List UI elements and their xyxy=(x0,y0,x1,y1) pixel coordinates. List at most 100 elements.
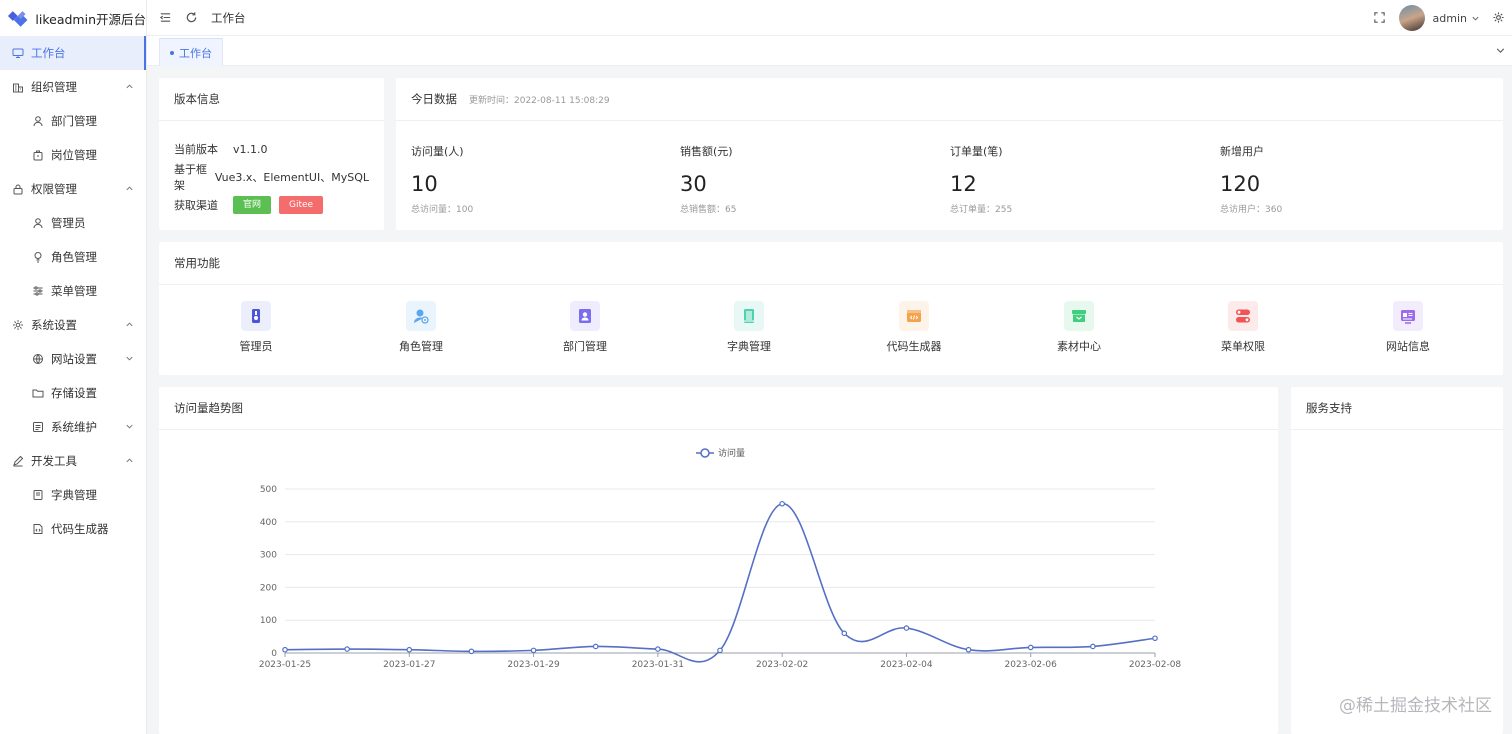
logo[interactable]: likeadmin开源后台 xyxy=(0,0,146,36)
user-icon xyxy=(32,217,44,229)
tabs-bar: 工作台 xyxy=(147,36,1512,66)
chevron-up-icon[interactable] xyxy=(125,320,134,329)
sidebar-item-10[interactable]: 存储设置 xyxy=(0,376,146,410)
sidebar-item-1[interactable]: 组织管理 xyxy=(0,70,146,104)
official-site-button[interactable]: 官网 xyxy=(233,196,272,214)
data-point[interactable] xyxy=(965,646,972,653)
data-point[interactable] xyxy=(1027,644,1034,651)
function-4[interactable]: 代码生成器 xyxy=(869,301,959,354)
x-tick-label: 2023-02-02 xyxy=(756,660,808,670)
data-point[interactable] xyxy=(468,648,475,655)
logo-icon xyxy=(7,11,28,27)
data-point[interactable] xyxy=(717,647,723,654)
pen-icon xyxy=(12,455,24,467)
function-6[interactable]: 菜单权限 xyxy=(1198,301,1288,354)
data-point[interactable] xyxy=(282,646,288,653)
user-dropdown-chevron-icon[interactable] xyxy=(1471,14,1480,23)
data-point[interactable] xyxy=(406,646,413,653)
sidebar-item-4[interactable]: 权限管理 xyxy=(0,172,146,206)
function-5[interactable]: 素材中心 xyxy=(1034,301,1124,354)
function-1[interactable]: 角色管理 xyxy=(376,301,466,354)
sidebar-item-9[interactable]: 网站设置 xyxy=(0,342,146,376)
function-label: 管理员 xyxy=(239,340,273,353)
stat-0: 访问量(人) 10 总访问量：100 xyxy=(411,143,473,215)
sidebar-item-12[interactable]: 开发工具 xyxy=(0,444,146,478)
data-point[interactable] xyxy=(1152,635,1158,642)
avatar[interactable] xyxy=(1398,5,1425,31)
y-tick-label: 0 xyxy=(271,649,277,659)
data-point[interactable] xyxy=(344,646,350,652)
username[interactable]: admin xyxy=(1432,11,1467,25)
fullscreen-icon[interactable] xyxy=(1373,11,1387,25)
chevron-down-icon[interactable] xyxy=(125,354,134,363)
update-time: 更新时间：2022-08-11 15:08:29 xyxy=(469,95,610,106)
stat-label: 销售额(元) xyxy=(680,145,733,158)
channel-label: 获取渠道 xyxy=(174,199,218,212)
tab-label: 工作台 xyxy=(179,46,212,60)
data-point[interactable] xyxy=(903,625,910,631)
x-tick-label: 2023-01-29 xyxy=(507,660,560,670)
function-label: 菜单权限 xyxy=(1221,340,1265,353)
data-point[interactable] xyxy=(779,500,785,507)
tabs-dropdown-chevron-icon[interactable] xyxy=(1495,45,1506,56)
stat-total: 总订单量：255 xyxy=(950,205,1013,215)
data-point[interactable] xyxy=(530,647,537,654)
x-tick-label: 2023-01-27 xyxy=(383,660,435,670)
sidebar-item-5[interactable]: 管理员 xyxy=(0,206,146,240)
legend-label[interactable]: 访问量 xyxy=(718,447,745,459)
sidebar-item-6[interactable]: 角色管理 xyxy=(0,240,146,274)
service-support-card: 服务支持 xyxy=(1291,387,1503,734)
refresh-icon[interactable] xyxy=(185,11,199,25)
sidebar-item-7[interactable]: 菜单管理 xyxy=(0,274,146,308)
x-tick-label: 2023-01-25 xyxy=(259,660,311,670)
function-0[interactable]: 管理员 xyxy=(211,301,301,354)
function-3[interactable]: 字典管理 xyxy=(704,301,794,354)
tab-workbench[interactable]: 工作台 xyxy=(159,38,223,66)
today-data-title: 今日数据 xyxy=(411,92,457,106)
sidebar-item-label: 字典管理 xyxy=(51,488,97,502)
sidebar-item-label: 岗位管理 xyxy=(51,148,97,162)
user-icon xyxy=(32,115,44,127)
data-point[interactable] xyxy=(1090,643,1096,650)
settings-gear-icon[interactable] xyxy=(1492,11,1506,25)
version-label: 当前版本 xyxy=(174,143,218,156)
sidebar-item-14[interactable]: 代码生成器 xyxy=(0,512,146,546)
gitee-button[interactable]: Gitee xyxy=(279,196,324,214)
sidebar-item-13[interactable]: 字典管理 xyxy=(0,478,146,512)
x-tick-label: 2023-01-31 xyxy=(632,660,684,670)
sidebar-item-11[interactable]: 系统维护 xyxy=(0,410,146,444)
sidebar-item-label: 存储设置 xyxy=(51,386,97,400)
today-data-header: 今日数据 更新时间：2022-08-11 15:08:29 xyxy=(396,78,1503,121)
function-2[interactable]: 部门管理 xyxy=(540,301,630,354)
chevron-down-icon[interactable] xyxy=(125,422,134,431)
version-card-title: 版本信息 xyxy=(159,78,384,121)
stat-3: 新增用户 120 总访用户：360 xyxy=(1220,143,1282,215)
sidebar-item-0[interactable]: 工作台 xyxy=(0,36,146,70)
sidebar-item-8[interactable]: 系统设置 xyxy=(0,308,146,342)
stat-total: 总访问量：100 xyxy=(411,205,474,215)
function-label: 部门管理 xyxy=(563,340,607,353)
version-card: 版本信息 当前版本 v1.1.0 基于框架 Vue3.x、ElementUI、M… xyxy=(159,78,384,230)
trend-chart-title: 访问量趋势图 xyxy=(159,387,1278,430)
code-file-icon xyxy=(32,523,44,535)
data-point[interactable] xyxy=(592,643,599,650)
collapse-menu-icon[interactable] xyxy=(159,11,173,25)
sidebar-item-3[interactable]: 岗位管理 xyxy=(0,138,146,172)
chevron-up-icon[interactable] xyxy=(125,184,134,193)
sidebar-item-label: 代码生成器 xyxy=(51,522,109,536)
chevron-up-icon[interactable] xyxy=(125,82,134,91)
stat-label: 新增用户 xyxy=(1220,145,1264,158)
data-point[interactable] xyxy=(841,630,848,637)
sidebar-item-2[interactable]: 部门管理 xyxy=(0,104,146,138)
function-7[interactable]: 网站信息 xyxy=(1363,301,1453,354)
lock-icon xyxy=(12,183,24,195)
stat-total: 总访用户：360 xyxy=(1220,205,1283,215)
stat-value: 10 xyxy=(411,172,438,196)
bag-icon xyxy=(32,149,44,161)
website-card-icon xyxy=(1393,301,1423,331)
monitor-icon xyxy=(12,47,24,59)
data-point[interactable] xyxy=(655,646,661,652)
sidebar-item-label: 权限管理 xyxy=(31,182,77,196)
chevron-up-icon[interactable] xyxy=(125,456,134,465)
x-tick-label: 2023-02-06 xyxy=(1005,660,1058,670)
